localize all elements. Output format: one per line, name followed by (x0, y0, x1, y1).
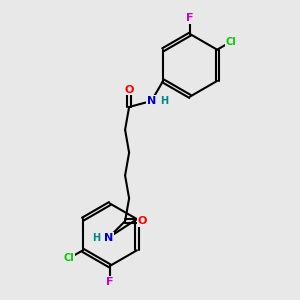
Text: Cl: Cl (226, 37, 237, 46)
Text: H: H (160, 96, 168, 106)
Text: Cl: Cl (63, 254, 74, 263)
Text: F: F (186, 13, 194, 23)
Text: O: O (124, 85, 134, 94)
Text: H: H (92, 232, 100, 242)
Text: F: F (106, 277, 114, 287)
Text: N: N (104, 232, 113, 242)
Text: O: O (138, 216, 147, 226)
Text: N: N (147, 96, 156, 106)
